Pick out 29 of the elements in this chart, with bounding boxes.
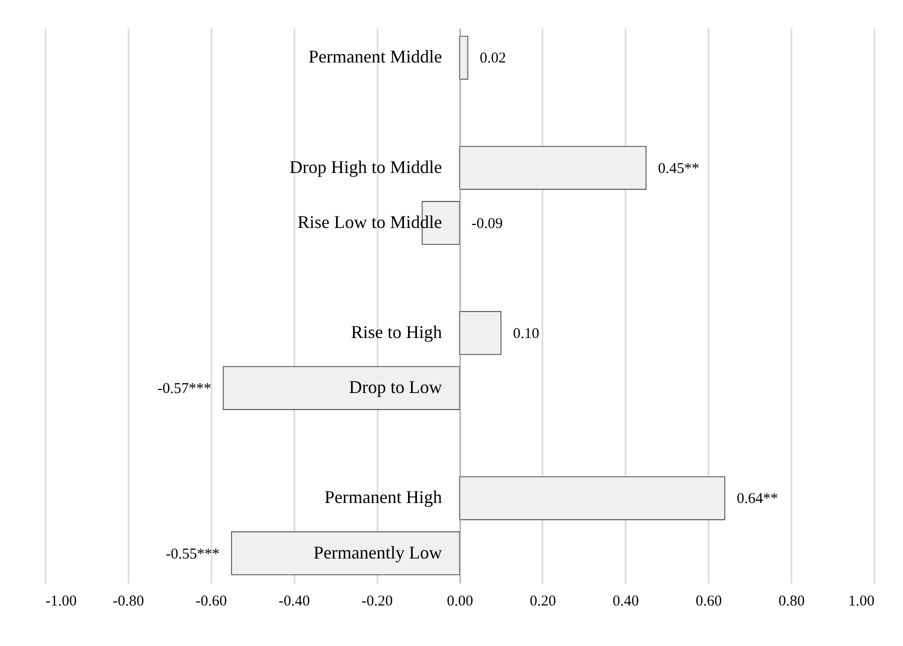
y-tick-label: Rise to High [350, 322, 442, 342]
data-label: 0.02 [480, 50, 506, 67]
x-tick-label: 0.40 [612, 594, 639, 610]
y-tick-label: Permanent High [324, 487, 442, 508]
data-label: 0.64** [736, 491, 778, 508]
y-tick-label: Permanent Middle [308, 46, 442, 67]
x-tick-label: -0.40 [278, 594, 310, 610]
data-label: 0.45** [658, 160, 700, 177]
bar [459, 476, 726, 520]
data-label: -0.57*** [157, 381, 212, 398]
x-tick-label: 0.80 [778, 594, 805, 610]
data-label: -0.09 [472, 216, 503, 232]
bar [222, 366, 460, 410]
x-tick-label: -1.00 [46, 594, 77, 610]
data-label: -0.55*** [166, 546, 220, 562]
x-tick-label: -0.60 [196, 594, 227, 610]
y-tick-label: Permanently Low [314, 542, 442, 562]
y-tick-label: Drop High to Middle [290, 156, 442, 177]
y-tick-label: Drop to Low [349, 377, 442, 398]
bar [459, 146, 646, 190]
x-tick-label: 1.00 [848, 594, 874, 610]
bar [459, 311, 502, 355]
x-tick-label: -0.20 [361, 594, 393, 610]
x-tick-label: -0.80 [112, 594, 144, 610]
data-label: 0.10 [512, 326, 540, 342]
bar [231, 531, 460, 576]
x-tick-label: 0.60 [696, 594, 722, 610]
x-tick-label: 0.20 [530, 594, 556, 610]
x-tick-label: 0.00 [446, 594, 474, 610]
